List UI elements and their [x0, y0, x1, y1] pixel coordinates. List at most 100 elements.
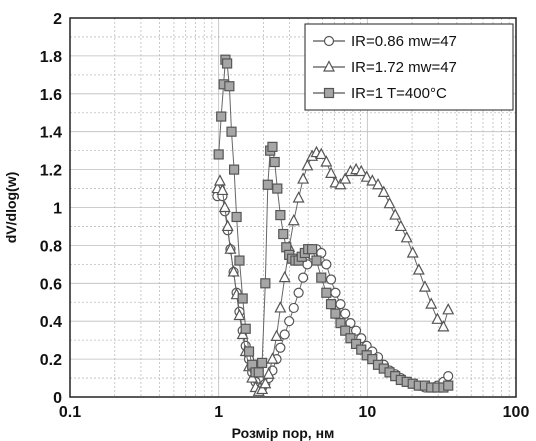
legend-label: IR=1 T=400°C	[351, 85, 447, 102]
series-2-point	[233, 308, 246, 321]
series-3-point	[243, 346, 255, 357]
y-tick-label: 0.6	[40, 276, 62, 293]
series-3-point	[278, 228, 289, 240]
y-tick-label: 1.2	[40, 163, 62, 180]
series-2-point	[259, 376, 272, 389]
series-3-point	[253, 367, 264, 378]
series-1-point	[279, 329, 290, 340]
series-2-point	[297, 172, 310, 184]
series-2-point	[266, 352, 279, 364]
series-1-point	[293, 287, 304, 298]
series-2-point	[213, 174, 226, 186]
series-2-point	[366, 174, 379, 186]
y-tick-label: 0.2	[40, 352, 62, 369]
series-1-point	[350, 325, 362, 336]
series-1-point	[340, 308, 351, 319]
series-2-point	[339, 172, 352, 184]
series-1-point	[275, 342, 286, 353]
plot-frame	[69, 17, 517, 398]
series-2-point	[400, 231, 413, 243]
legend-marker	[323, 60, 335, 72]
series-3-point	[367, 354, 378, 365]
series-3-point	[311, 255, 322, 266]
series-3-point	[306, 244, 318, 255]
series-3-point	[234, 255, 245, 266]
y-tick-label: 0.8	[40, 238, 62, 255]
legend: IR=0.86 mw=47 IR=1.72 mw=47 IR=1 T=400°C	[304, 23, 514, 111]
series-2-point	[218, 200, 231, 213]
series-2-point	[320, 155, 333, 167]
series-3-point	[224, 81, 235, 92]
series-2-point	[274, 301, 287, 313]
series-3-point	[340, 325, 351, 336]
series-2-point	[334, 177, 347, 190]
series-3-point	[330, 308, 341, 319]
series-1-point	[321, 259, 332, 270]
series-1-point	[345, 317, 356, 329]
series-3-point	[325, 299, 337, 310]
series-2-point	[394, 219, 407, 232]
series-2-point	[355, 164, 368, 177]
y-tick-label: 0	[53, 390, 62, 407]
series-2-point	[377, 185, 390, 197]
series-1-point	[335, 299, 346, 310]
legend-marker	[323, 87, 335, 99]
y-tick-label: 1.8	[40, 49, 62, 66]
series-2-point	[389, 208, 402, 220]
series-2-point	[262, 367, 275, 379]
series-3-point	[350, 338, 362, 350]
series-3-point	[222, 58, 233, 69]
series-2-point	[287, 213, 300, 226]
series-2-point	[221, 219, 234, 232]
series-2-point	[412, 263, 425, 275]
legend-marker	[323, 35, 335, 47]
series-2-point	[431, 312, 444, 324]
series-2-point	[360, 170, 373, 182]
series-3-point	[260, 278, 271, 289]
legend-label: IR=0.86 mw=47	[351, 33, 457, 50]
series-3-point	[240, 323, 251, 334]
series-1-point	[330, 287, 341, 298]
y-axis-title: dV/dlog(w)	[3, 172, 19, 244]
series-2-point	[372, 177, 385, 190]
series-3-point	[231, 211, 242, 223]
x-tick-label: 1	[214, 404, 223, 421]
x-tick-label: 0.1	[59, 404, 81, 421]
series-2-point	[216, 183, 229, 196]
series-3-point	[216, 111, 227, 122]
series-3-point	[275, 209, 286, 221]
series-1-point	[284, 316, 295, 327]
series-2-point	[383, 196, 396, 209]
series-3-point	[228, 164, 240, 175]
y-tick-label: 0.4	[40, 314, 62, 331]
x-tick-label: 10	[358, 404, 376, 421]
series-2-point	[425, 297, 438, 309]
y-tick-label: 1.4	[40, 125, 62, 142]
y-tick-label: 1.6	[40, 87, 62, 104]
series-3-point	[213, 149, 224, 160]
tick-labels: 0.1 1 10 100 0 0.2 0.4 0.6 0.8 1 1.2 1.4 1.6 1.8 2	[40, 11, 530, 421]
series-1-point	[298, 272, 309, 283]
series-3-point	[226, 126, 237, 137]
series-2-point	[224, 242, 237, 254]
series-3-point	[257, 357, 268, 368]
series-2-point	[325, 166, 338, 178]
series-3-point	[272, 183, 283, 194]
series-2-point	[292, 191, 305, 203]
series-2-point	[227, 265, 240, 277]
series-3-point	[316, 272, 327, 283]
series-2-point	[301, 159, 314, 171]
x-tick-label: 100	[503, 404, 530, 421]
series-layer	[211, 54, 455, 396]
series-3-point	[345, 333, 356, 344]
series-2-point	[315, 147, 328, 160]
series-2-point	[437, 320, 450, 332]
series-1-point	[288, 302, 299, 314]
series-3-point	[267, 141, 278, 152]
series-2-point	[406, 246, 419, 258]
y-tick-label: 1	[53, 201, 62, 218]
series-3-point	[443, 380, 454, 391]
series-2-point	[278, 270, 291, 283]
x-axis-title: Розмір пор, нм	[232, 425, 335, 441]
